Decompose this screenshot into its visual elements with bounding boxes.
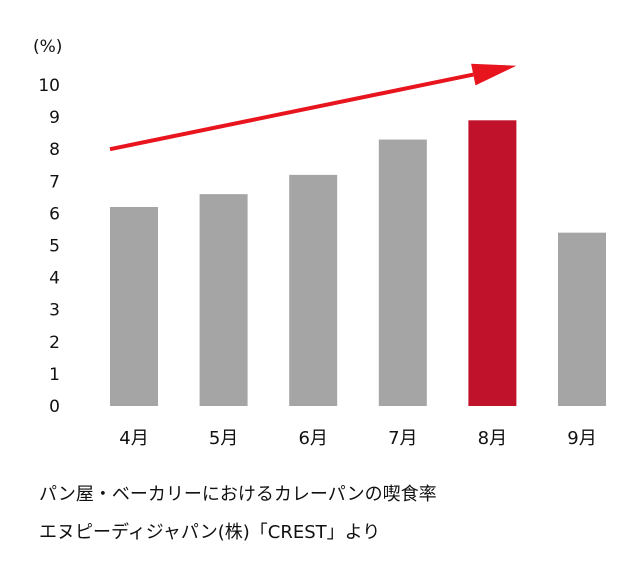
caption-line-2: エヌピーディジャパン(株)「CREST」より [39,522,381,543]
y-axis-unit-label: (%) [33,37,62,57]
bar-8-month [468,120,517,406]
trend-arrow [109,63,517,152]
x-category-label: 4月 [119,428,148,449]
x-category-label: 8月 [478,428,507,449]
x-category-label: 7月 [388,428,417,449]
trend-arrow-head [471,63,517,86]
chart: (%) 0 1 2 3 4 5 6 7 8 9 10 4月 5月 6月 7月 8月 9月 [33,37,606,449]
x-category-label: 6月 [298,428,327,449]
y-tick-label: 2 [49,333,60,353]
bar-9-month [558,232,606,406]
bar-6-month [289,174,338,406]
y-tick-label: 1 [49,365,60,385]
y-tick-label: 7 [49,172,60,192]
y-axis-ticks: 0 1 2 3 4 5 6 7 8 9 10 [38,76,60,417]
y-tick-label: 0 [49,397,60,417]
bar-7-month [378,139,427,406]
x-category-label: 5月 [209,428,238,449]
y-tick-label: 10 [38,76,60,96]
y-tick-label: 3 [49,301,60,321]
y-tick-label: 9 [49,108,60,128]
trend-arrow-line [109,72,474,152]
y-tick-label: 8 [49,140,60,160]
y-tick-label: 4 [49,269,60,289]
y-tick-label: 5 [49,237,60,257]
bar-4-month [110,206,158,406]
x-axis-labels: 4月 5月 6月 7月 8月 9月 [119,428,596,449]
bar-5-month [199,194,248,406]
x-category-label: 9月 [567,428,596,449]
bars [110,120,606,406]
y-tick-label: 6 [49,204,60,224]
caption-line-1: パン屋・ベーカリーにおけるカレーパンの喫食率 [39,484,437,505]
